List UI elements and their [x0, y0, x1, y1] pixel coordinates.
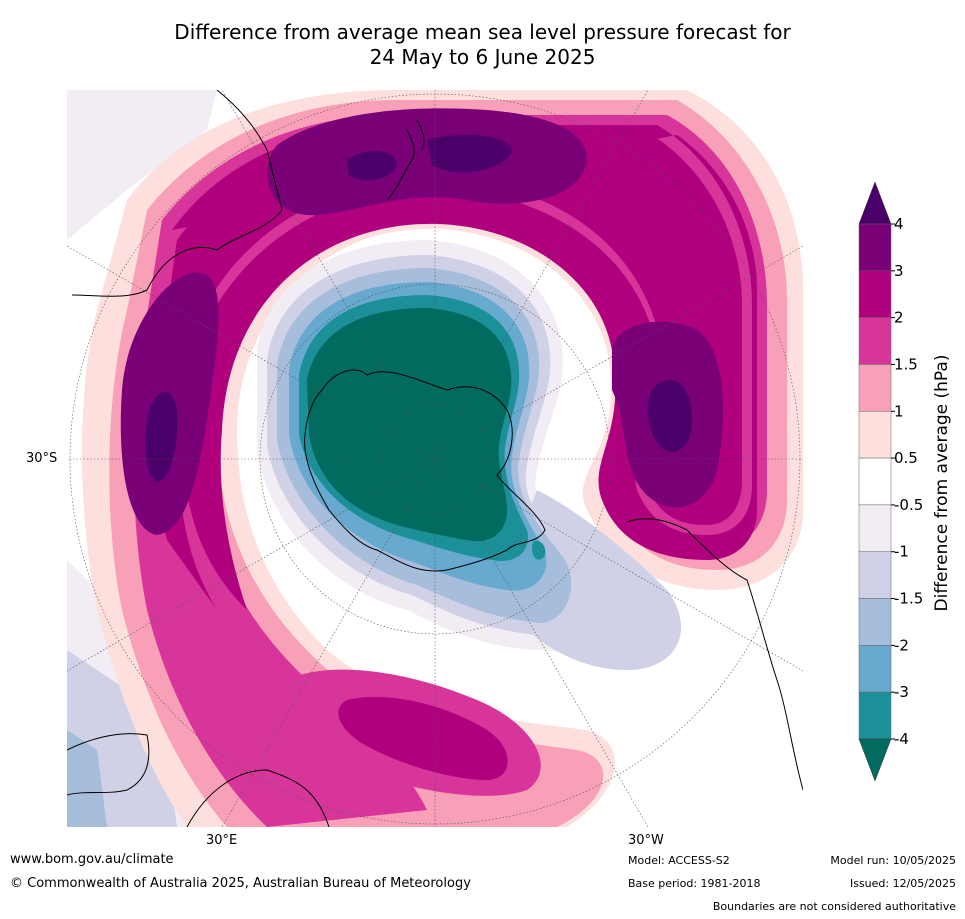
graticule	[67, 90, 803, 827]
colorbar-tick-label: -3	[894, 683, 909, 701]
colorbar-title: Difference from average (hPa)	[932, 354, 952, 612]
footer-issued: Issued: 12/05/2025	[849, 877, 956, 890]
colorbar-swatch	[858, 270, 892, 318]
colorbar-swatch	[858, 411, 892, 459]
anomaly-region-above-4-d	[145, 391, 178, 482]
pressure-anomaly-map	[67, 90, 803, 827]
colorbar: 4 3 2 1.5 1 0.5 -0.5 -1 -1.5 -2 -3 -4	[858, 181, 923, 782]
colorbar-swatch	[858, 645, 892, 693]
anomaly-region-3-to-4-north	[267, 108, 587, 216]
anomaly-region-below-neg-4	[307, 308, 512, 542]
colorbar-tick-label: -4	[894, 730, 909, 748]
madagascar-coastline	[67, 733, 150, 796]
anomaly-region-above-4-b	[427, 134, 512, 173]
anomaly-region-above-4-a	[347, 150, 397, 181]
map-svg	[67, 90, 803, 827]
colorbar-tick-label: -1.5	[894, 590, 923, 608]
colorbar-tick-label: 2	[894, 309, 904, 327]
antarctica-coastline	[304, 369, 546, 572]
footer-website[interactable]: www.bom.gov.au/climate	[10, 852, 174, 867]
colorbar-tick-label: 0.5	[894, 449, 918, 467]
footer-base-period: Base period: 1981-2018	[628, 877, 761, 890]
colorbar-swatch	[858, 691, 892, 740]
latitude-label-30s: 30°S	[26, 451, 58, 466]
title-line-2: 24 May to 6 June 2025	[369, 45, 596, 69]
colorbar-swatch	[858, 317, 892, 365]
australia-coastline	[71, 90, 283, 297]
footer-copyright: © Commonwealth of Australia 2025, Austra…	[10, 876, 471, 891]
colorbar-tick-label: 3	[894, 262, 904, 280]
colorbar-top-arrow	[858, 181, 892, 225]
colorbar-swatch	[858, 364, 892, 412]
colorbar-swatch	[858, 598, 892, 646]
anomaly-region-neg-1-5-sw	[67, 730, 107, 827]
footer-model: Model: ACCESS-S2	[628, 854, 730, 867]
colorbar-tick-label: -2	[894, 636, 909, 654]
south-america-coastline	[626, 518, 803, 791]
colorbar-tick-label: -0.5	[894, 496, 923, 514]
new-zealand-coastline	[386, 119, 425, 201]
anomaly-region-above-4-c	[647, 380, 692, 452]
anomaly-region-2-to-3-core	[152, 135, 742, 610]
map-title: Difference from average mean sea level p…	[0, 20, 965, 70]
colorbar-swatch	[858, 457, 892, 506]
anomaly-region-small-neg-3	[532, 540, 546, 560]
coastlines	[67, 90, 803, 827]
title-line-1: Difference from average mean sea level p…	[174, 20, 791, 44]
footer-disclaimer: Boundaries are not considered authoritat…	[712, 900, 956, 913]
anomaly-region-2-to-3	[172, 125, 757, 610]
longitude-label-30w: 30°W	[628, 833, 664, 848]
colorbar-tick-label: 4	[894, 215, 904, 233]
africa-coastline	[186, 769, 330, 827]
footer-model-run: Model run: 10/05/2025	[830, 854, 956, 867]
anomaly-region-neg-0-5-nw	[67, 90, 217, 240]
anomaly-region-south-2-to-3	[338, 696, 508, 780]
colorbar-tick-label: 1	[894, 402, 904, 420]
colorbar-tick-label: 1.5	[894, 355, 918, 373]
longitude-label-30e: 30°E	[206, 833, 238, 848]
colorbar-tick-label: -1	[894, 543, 909, 561]
colorbar-swatch	[858, 223, 892, 272]
colorbar-swatch	[858, 551, 892, 599]
colorbar-bottom-arrow	[858, 738, 892, 782]
colorbar-swatch	[858, 504, 892, 552]
